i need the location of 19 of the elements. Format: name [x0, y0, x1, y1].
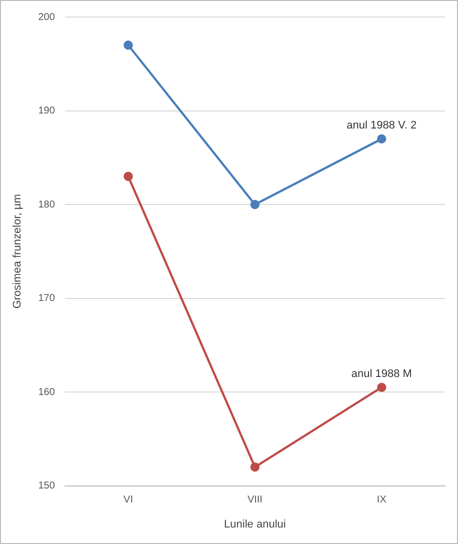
y-axis-title: Grosimea frunzelor, µm — [12, 194, 24, 309]
x-tick-label: VI — [124, 494, 133, 506]
series-label: anul 1988 M — [351, 368, 412, 380]
series-label: anul 1988 V. 2 — [346, 119, 417, 132]
y-tick-label: 160 — [38, 386, 56, 398]
y-tick-label: 200 — [38, 12, 56, 23]
y-tick-label: 190 — [38, 106, 56, 117]
x-tick-label: IX — [376, 494, 387, 506]
point — [250, 462, 260, 472]
point — [377, 382, 386, 392]
x-axis-title: Lunile anului — [224, 518, 286, 530]
point — [124, 40, 133, 50]
y-tick-label: 150 — [38, 480, 56, 492]
point — [124, 172, 133, 181]
x-tick-label: VIII — [247, 494, 262, 506]
point — [250, 200, 260, 210]
y-tick-label: 170 — [38, 293, 56, 304]
point — [377, 134, 386, 144]
y-tick-label: 180 — [38, 199, 56, 210]
